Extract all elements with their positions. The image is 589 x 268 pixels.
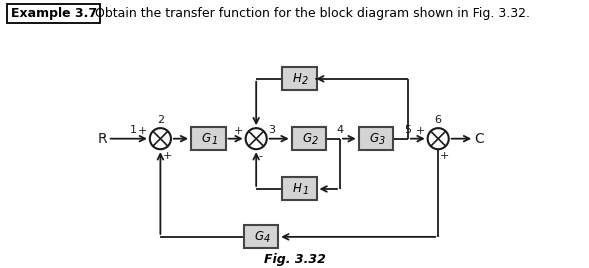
Text: G: G [369, 132, 379, 145]
Circle shape [150, 128, 171, 149]
Text: +: + [233, 126, 243, 136]
Text: 1: 1 [130, 125, 137, 135]
Text: G: G [202, 132, 211, 145]
Bar [292, 127, 326, 150]
Bar [244, 225, 278, 248]
Text: +: + [138, 126, 147, 136]
Text: 1: 1 [302, 186, 309, 196]
Text: C: C [474, 132, 484, 146]
Text: Fig. 3.32: Fig. 3.32 [263, 253, 326, 266]
Text: R: R [98, 132, 108, 146]
Text: +: + [440, 151, 449, 161]
Text: 5: 5 [405, 125, 412, 135]
Text: G: G [254, 230, 264, 243]
Circle shape [428, 128, 449, 149]
Text: Obtain the transfer function for the block diagram shown in Fig. 3.32.: Obtain the transfer function for the blo… [91, 7, 530, 20]
Text: -: - [258, 151, 262, 161]
Text: 3: 3 [269, 125, 276, 135]
Bar [191, 127, 226, 150]
Text: 2: 2 [302, 76, 309, 86]
Circle shape [246, 128, 267, 149]
Text: 1: 1 [211, 136, 218, 146]
Text: +: + [163, 151, 171, 161]
Bar [282, 67, 316, 90]
Text: Example 3.7: Example 3.7 [11, 7, 97, 20]
Bar [282, 177, 316, 200]
Text: 2: 2 [312, 136, 318, 146]
Text: G: G [302, 132, 312, 145]
Text: 6: 6 [435, 116, 442, 125]
Text: 4: 4 [336, 125, 343, 135]
Text: H: H [293, 72, 302, 85]
Text: 4: 4 [264, 234, 270, 244]
Text: 3: 3 [379, 136, 385, 146]
Text: +: + [415, 126, 425, 136]
Text: H: H [293, 183, 302, 195]
Text: 2: 2 [157, 116, 164, 125]
Bar [359, 127, 393, 150]
